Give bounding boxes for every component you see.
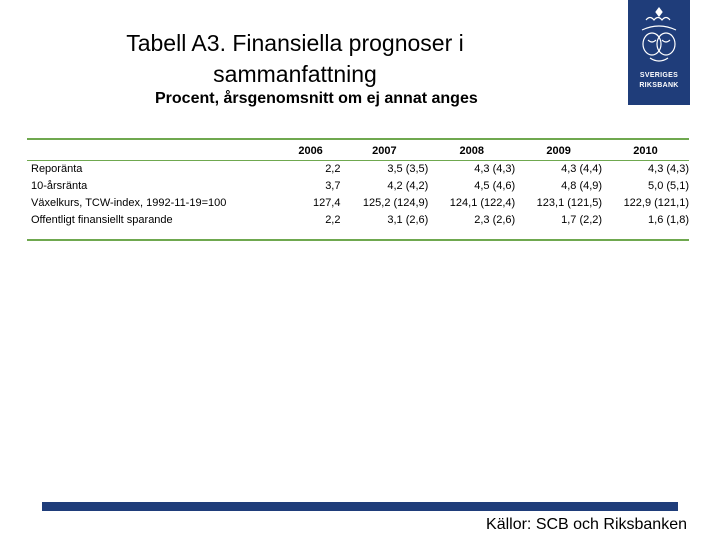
title-line-2: sammanfattning <box>213 61 377 87</box>
column-header-2006: 2006 <box>298 145 323 157</box>
table-row: Reporänta 2,2 3,5 (3,5) 4,3 (4,3) 4,3 (4… <box>27 161 689 179</box>
table-cell: 122,9 (121,1) <box>623 197 689 209</box>
column-header-2010: 2010 <box>633 145 658 157</box>
table-cell: 2,2 <box>325 163 341 175</box>
column-header-2009: 2009 <box>546 145 571 157</box>
table-cell: 123,1 (121,5) <box>536 197 603 209</box>
column-header-2008: 2008 <box>459 145 485 157</box>
table-top-rule <box>27 138 689 140</box>
table-cell: 4,8 (4,9) <box>561 180 603 192</box>
table-cell: 4,3 (4,3) <box>648 163 689 175</box>
table-cell: 3,1 (2,6) <box>387 214 429 226</box>
riksbank-logo: SVERIGES RIKSBANK <box>628 0 690 105</box>
table-cell: 4,5 (4,6) <box>474 180 516 192</box>
table-cell: 4,3 (4,3) <box>474 163 516 175</box>
table-cell: 125,2 (124,9) <box>362 197 429 209</box>
page-title: Tabell A3. Finansiella prognoser i samma… <box>95 28 495 90</box>
page-subtitle: Procent, årsgenomsnitt om ej annat anges <box>155 90 478 107</box>
table-cell: 1,7 (2,2) <box>561 214 603 226</box>
table-row: Offentligt finansiellt sparande 2,2 3,1 … <box>27 212 689 229</box>
title-line-1: Tabell A3. Finansiella prognoser i <box>126 30 464 56</box>
table-cell: 4,3 (4,4) <box>561 163 603 175</box>
column-header-2007: 2007 <box>372 145 397 157</box>
table-cell: 124,1 (122,4) <box>449 197 516 209</box>
table-row: 10-årsränta 3,7 4,2 (4,2) 4,5 (4,6) 4,8 … <box>27 178 689 195</box>
table-cell: 4,2 (4,2) <box>387 180 429 192</box>
row-label: Offentligt finansiellt sparande <box>31 214 173 226</box>
crest-emblem-icon <box>641 7 677 62</box>
table-row: Växelkurs, TCW-index, 1992-11-19=100 127… <box>27 195 689 212</box>
logo-text-line-2: RIKSBANK <box>639 82 679 89</box>
table-cell: 3,7 <box>325 180 341 192</box>
row-label: Växelkurs, TCW-index, 1992-11-19=100 <box>31 197 227 209</box>
table-cell: 127,4 <box>312 197 341 209</box>
row-label: 10-årsränta <box>31 180 88 192</box>
footer-bar <box>42 502 678 511</box>
logo-text-line-1: SVERIGES <box>639 72 679 79</box>
table-cell: 3,5 (3,5) <box>387 163 429 175</box>
column-header-label <box>27 143 281 161</box>
table-header-row: 2006 2007 2008 2009 2010 <box>27 143 689 161</box>
table-cell: 5,0 (5,1) <box>648 180 689 192</box>
row-label: Reporänta <box>31 163 83 175</box>
table-cell: 2,2 <box>325 214 341 226</box>
table-cell: 1,6 (1,8) <box>648 214 689 226</box>
source-note: Källor: SCB och Riksbanken <box>486 516 687 533</box>
forecast-table: 2006 2007 2008 2009 2010 Reporänta 2,2 3… <box>27 143 689 229</box>
table-bottom-rule <box>27 239 689 241</box>
table-cell: 2,3 (2,6) <box>474 214 516 226</box>
